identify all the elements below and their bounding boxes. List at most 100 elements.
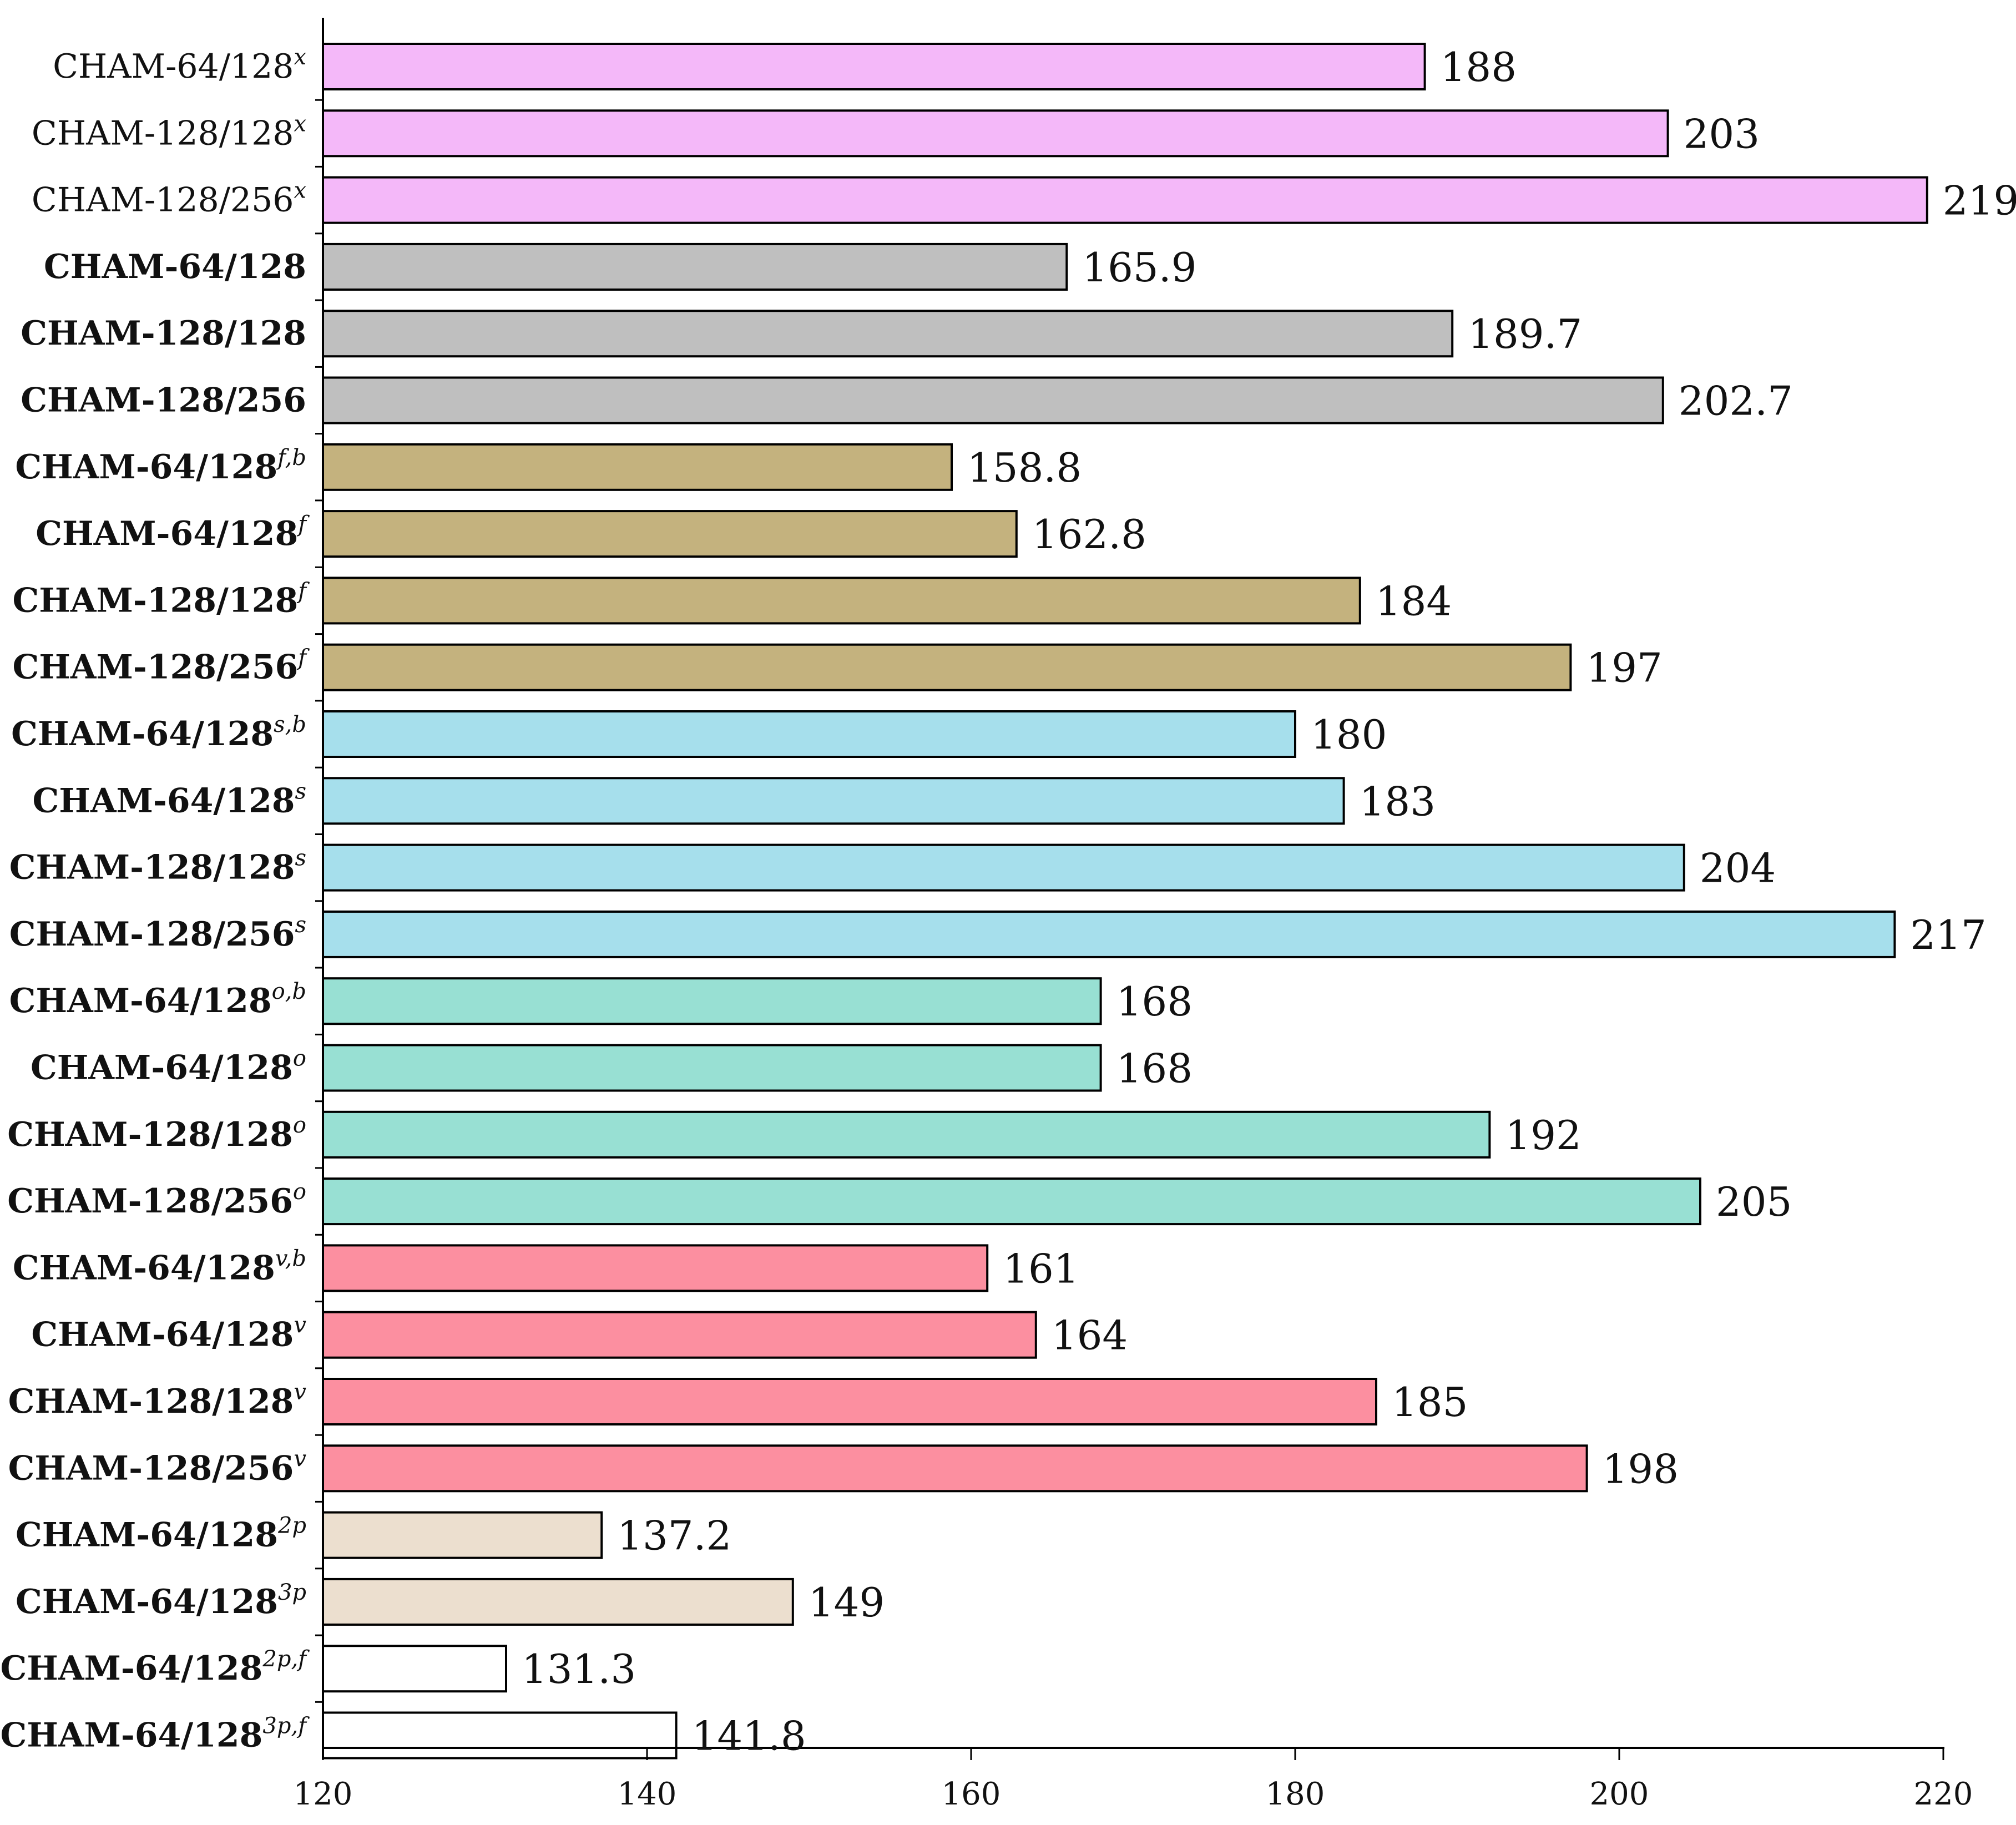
category-label-superscript: o (293, 1046, 306, 1071)
x-tick-label: 180 (1266, 1776, 1325, 1812)
category-label-base: CHAM-128/256 (12, 648, 298, 687)
bar (322, 977, 1102, 1025)
bar (322, 376, 1664, 424)
category-label-base: CHAM-64/128 (0, 1649, 262, 1688)
bar-value-label: 185 (1392, 1379, 1468, 1425)
category-label-base: CHAM-64/128 (11, 715, 274, 754)
category-label: CHAM-128/128o (7, 1113, 306, 1154)
category-label-superscript: 2p (277, 1513, 306, 1539)
category-label-superscript: x (294, 111, 306, 137)
bar-value-label: 217 (1910, 912, 1986, 958)
category-label-base: CHAM-64/128 (36, 514, 298, 553)
bar (322, 1110, 1491, 1159)
bar (322, 1645, 507, 1693)
category-label-superscript: v (294, 1379, 306, 1405)
bar (322, 1311, 1037, 1359)
category-label-superscript: x (294, 178, 306, 204)
x-tick-label: 140 (618, 1776, 677, 1812)
bar-value-label: 168 (1116, 1045, 1193, 1092)
bar-value-label: 204 (1700, 845, 1776, 892)
bar (322, 1244, 989, 1292)
category-label-base: CHAM-128/256 (9, 915, 295, 954)
category-label-superscript: f,b (276, 445, 306, 471)
bar (322, 1044, 1102, 1092)
bar (322, 310, 1454, 358)
bar (322, 510, 1018, 558)
category-label: CHAM-64/128s,b (11, 712, 306, 754)
bar-value-label: 137.2 (617, 1513, 731, 1559)
category-label: CHAM-64/1282p,f (0, 1646, 310, 1688)
axes-layer (315, 18, 1944, 1760)
bar-value-label: 158.8 (967, 444, 1082, 491)
category-label-base: CHAM-64/128 (33, 781, 295, 820)
bar-value-label: 183 (1360, 778, 1436, 825)
bar (322, 242, 1068, 291)
category-label: CHAM-128/256v (8, 1446, 307, 1488)
bar-value-label: 189.7 (1468, 311, 1582, 357)
category-label-base: CHAM-128/256 (7, 1182, 293, 1221)
bar-value-label: 149 (809, 1579, 885, 1626)
category-label-base: CHAM-128/256 (21, 381, 306, 420)
category-label: CHAM-64/128v (31, 1313, 306, 1354)
category-label-superscript: o (293, 1179, 306, 1205)
bar (322, 577, 1361, 625)
bar-value-label: 188 (1441, 44, 1517, 90)
bar (322, 777, 1345, 825)
category-label: CHAM-128/128s (9, 846, 306, 887)
category-label-base: CHAM-64/128 (15, 448, 277, 487)
bar (322, 643, 1572, 691)
x-tick-label: 220 (1914, 1776, 1973, 1812)
category-label-superscript: f (296, 512, 310, 537)
category-label: CHAM-64/128 (44, 247, 306, 286)
bar (322, 43, 1426, 90)
category-label: CHAM-64/128o,b (9, 979, 306, 1020)
bar-value-label: 141.8 (692, 1713, 806, 1760)
category-label: CHAM-64/128f (36, 512, 310, 553)
category-label: CHAM-64/128v,b (13, 1246, 306, 1287)
bar-value-label: 202.7 (1679, 378, 1793, 424)
category-label-base: CHAM-128/128 (21, 314, 306, 353)
category-label-base: CHAM-64/128 (16, 1516, 278, 1555)
bar-value-label: 164 (1052, 1312, 1128, 1359)
category-label: CHAM-128/256s (9, 912, 306, 954)
bar (322, 1711, 678, 1760)
bar (322, 1378, 1377, 1425)
category-label: CHAM-64/128o (31, 1046, 306, 1088)
category-label: CHAM-64/128s (33, 778, 307, 820)
category-label-base: CHAM-128/128 (9, 848, 295, 887)
category-label: CHAM-64/128x (53, 44, 306, 86)
category-label: CHAM-128/256x (32, 178, 306, 220)
bar-value-label: 203 (1684, 110, 1760, 157)
category-label: CHAM-128/256 (21, 381, 306, 420)
bar (322, 443, 953, 491)
category-label-base: CHAM-128/128 (8, 1382, 294, 1421)
category-label-superscript: f (296, 645, 310, 671)
bar-value-label: 165.9 (1082, 244, 1196, 291)
bar (322, 1578, 794, 1626)
category-label: CHAM-128/256f (12, 645, 310, 687)
category-label-base: CHAM-64/128 (16, 1583, 278, 1621)
category-label-superscript: x (294, 44, 306, 70)
bar-value-label: 205 (1716, 1179, 1792, 1225)
category-label-superscript: s (295, 846, 306, 871)
category-label-superscript: v (294, 1446, 306, 1472)
category-label: CHAM-64/1283p,f (0, 1713, 310, 1755)
category-label: CHAM-128/256o (7, 1179, 306, 1221)
category-label: CHAM-128/128 (21, 314, 306, 353)
labels-layer: 188CHAM-64/128x203CHAM-128/128x219CHAM-1… (0, 44, 2016, 1812)
bar (322, 910, 1896, 958)
category-label-base: CHAM-128/256 (8, 1449, 294, 1488)
x-tick-label: 200 (1590, 1776, 1649, 1812)
bar-value-label: 184 (1376, 578, 1452, 624)
category-label-base: CHAM-64/128 (31, 1316, 294, 1354)
category-label-superscript: f (296, 578, 310, 604)
category-label: CHAM-128/128f (12, 578, 310, 620)
category-label-base: CHAM-64/128 (31, 1049, 293, 1088)
category-label-superscript: v,b (275, 1246, 306, 1271)
category-label: CHAM-64/128f,b (15, 445, 306, 487)
bar-value-label: 168 (1116, 978, 1193, 1025)
bar (322, 843, 1685, 892)
category-label-superscript: o (293, 1113, 306, 1138)
category-label-base: CHAM-64/128 (44, 247, 306, 286)
